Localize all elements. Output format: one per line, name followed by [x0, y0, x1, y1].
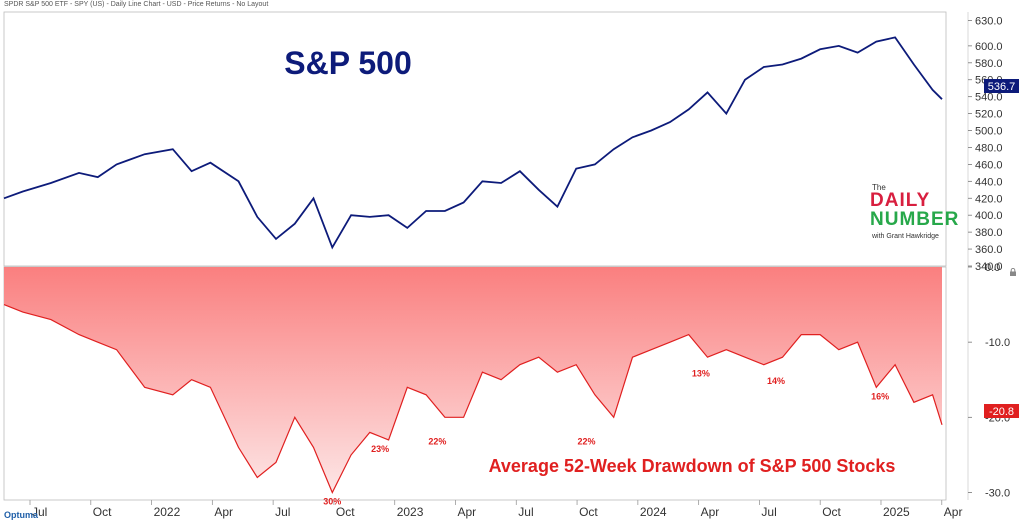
optuma-brand: Optuma: [4, 510, 39, 520]
drawdown-annotation-label: 22%: [577, 436, 595, 446]
x-tick-label: Jul: [518, 505, 533, 519]
lock-icon[interactable]: [1009, 268, 1017, 276]
top-y-tick-label: 380.0: [975, 227, 1003, 239]
chart-header: SPDR S&P 500 ETF - SPY (US) - Daily Line…: [4, 1, 269, 8]
drawdown-annotation-label: 13%: [692, 369, 710, 379]
price-last-value: 536.7: [988, 81, 1016, 93]
top-y-tick-label: 580.0: [975, 58, 1003, 70]
top-y-tick-label: 540.0: [975, 92, 1003, 104]
top-y-tick-label: 460.0: [975, 159, 1003, 171]
top-chart-title: S&P 500: [284, 45, 412, 81]
x-tick-label: Oct: [822, 505, 841, 519]
drawdown-annotation-label: 23%: [371, 444, 389, 454]
drawdown-last-value: -20.8: [989, 406, 1014, 418]
top-y-axis: 340.0 360.0 380.0 400.0 420.0 440.0 460.0 480.0…: [968, 15, 1003, 273]
x-tick-label: 2022: [154, 505, 181, 519]
drawdown-annotations: 30% 23% 22% 22% 13% 14% 16%: [323, 369, 889, 507]
top-y-tick-label: 340.0: [975, 261, 1003, 273]
top-y-tick-label: 400.0: [975, 210, 1003, 222]
x-tick-label: Apr: [701, 505, 720, 519]
x-tick-label: Oct: [336, 505, 355, 519]
drawdown-last-value-box: [984, 404, 1019, 418]
logo-number: NUMBER: [870, 209, 960, 230]
logo-byline: with Grant Hawkridge: [872, 233, 939, 240]
top-y-tick-label: 480.0: [975, 142, 1003, 154]
x-tick-label: Apr: [944, 505, 963, 519]
bottom-y-tick-label: -30.0: [985, 487, 1010, 499]
top-panel-frame: [3, 11, 947, 267]
top-y-tick-label: 600.0: [975, 41, 1003, 53]
x-tick-label: Apr: [214, 505, 233, 519]
bottom-chart-title: Average 52-Week Drawdown of S&P 500 Stoc…: [489, 456, 896, 476]
bottom-y-tick-label: 0.0: [985, 262, 1000, 274]
bottom-y-axis: 0.0-10.0-20.0-30.0: [968, 262, 1010, 499]
drawdown-annotation-label: 16%: [871, 391, 889, 401]
top-y-tick-label: 440.0: [975, 176, 1003, 188]
x-tick-label: Jul: [32, 505, 47, 519]
daily-number-logo: The DAILY NUMBER with Grant Hawkridge: [866, 183, 986, 245]
top-y-tick-label: 520.0: [975, 109, 1003, 121]
top-y-tick-label: 420.0: [975, 193, 1003, 205]
drawdown-annotation-label: 14%: [767, 376, 785, 386]
price-last-value-box: [984, 79, 1019, 93]
drawdown-annotation-label: 30%: [323, 496, 341, 506]
drawdown-annotation-label: 22%: [428, 436, 446, 446]
x-tick-label: 2023: [397, 505, 424, 519]
x-tick-label: Jul: [275, 505, 290, 519]
x-tick-label: Apr: [457, 505, 476, 519]
logo-daily: DAILY: [870, 190, 931, 211]
top-y-tick-label: 500.0: [975, 126, 1003, 138]
bottom-y-tick-label: -10.0: [985, 337, 1010, 349]
top-y-tick-label: 360.0: [975, 244, 1003, 256]
drawdown-area: [4, 267, 942, 493]
x-tick-label: 2025: [883, 505, 910, 519]
price-line: [3, 36, 943, 250]
x-tick-label: Oct: [93, 505, 112, 519]
x-tick-label: 2024: [640, 505, 667, 519]
x-axis: Jul Oct 2022 Apr Jul Oct 2023 Apr Jul Oct 2024 Apr J…: [29, 500, 963, 519]
drawdown-line: [3, 304, 943, 494]
top-y-tick-label: 630.0: [975, 15, 1003, 27]
x-tick-label: Oct: [579, 505, 598, 519]
x-tick-label: Jul: [761, 505, 776, 519]
logo-the: The: [872, 183, 886, 192]
